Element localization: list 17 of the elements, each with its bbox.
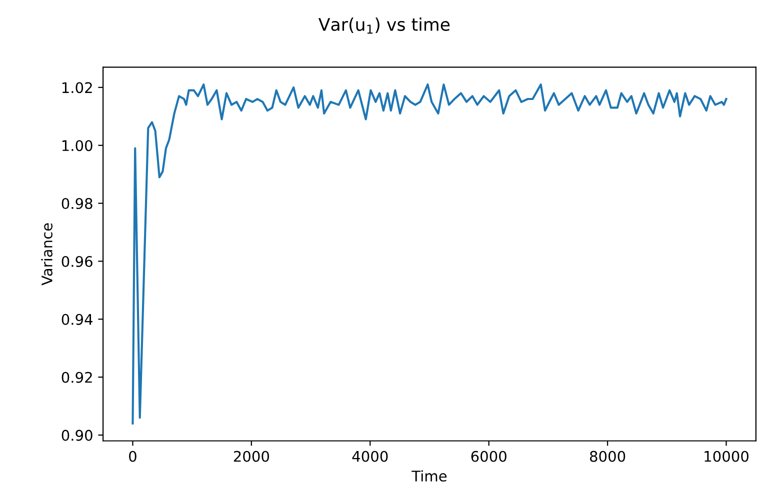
y-tick-label: 0.94 <box>62 314 93 325</box>
chart-title: Var(u$_{1}$) vs time <box>318 18 450 34</box>
x-axis-title: Time <box>412 470 447 482</box>
x-tick-label: 0 <box>129 450 136 462</box>
x-tick-label: 6000 <box>471 450 506 462</box>
x-tick-label: 10000 <box>704 450 748 462</box>
y-tick-label: 1.02 <box>62 82 92 94</box>
x-tick-label: 4000 <box>352 450 388 462</box>
x-tick-label: 2000 <box>234 450 270 462</box>
x-tick-label: 8000 <box>590 450 626 462</box>
y-tick-label: 0.96 <box>62 256 92 267</box>
line-series <box>132 83 728 425</box>
y-tick-label: 0.90 <box>62 430 92 441</box>
y-tick-label: 0.92 <box>62 372 92 383</box>
y-tick-label: 1.00 <box>62 140 92 152</box>
y-axis-title: Variance <box>41 223 52 286</box>
y-tick-label: 0.98 <box>62 198 92 210</box>
